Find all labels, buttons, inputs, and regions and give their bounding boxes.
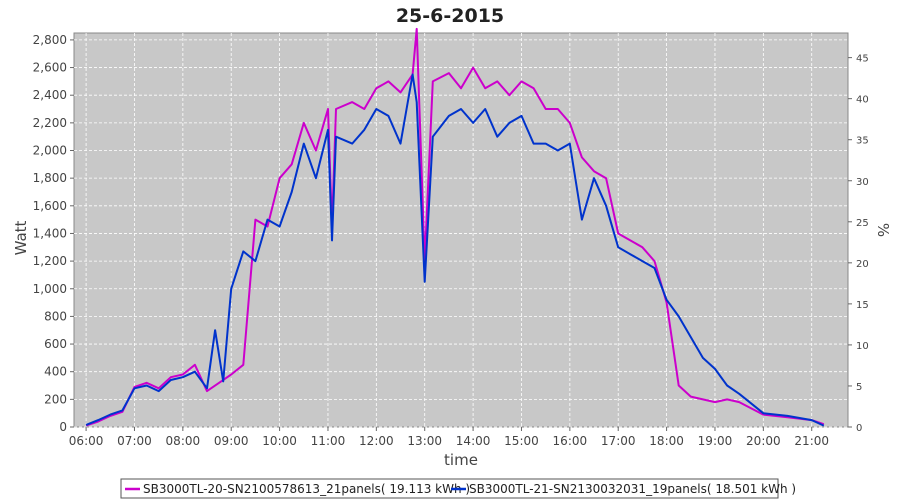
y-tick-label: 200 [44,392,67,406]
x-tick-label: 18:00 [649,434,684,448]
y-tick-label: 400 [44,365,67,379]
y-tick-label: 2,600 [33,61,67,75]
x-tick-label: 10:00 [262,434,297,448]
y-tick-label: 1,800 [33,171,67,185]
y-right-tick-label: 40 [856,95,869,106]
x-tick-label: 16:00 [553,434,588,448]
y-tick-label: 1,400 [33,226,67,240]
x-tick-label: 06:00 [69,434,104,448]
y-right-tick-label: 20 [856,259,869,270]
x-tick-label: 12:00 [359,434,394,448]
series-lines [85,27,825,427]
x-tick-label: 08:00 [166,434,201,448]
y-tick-label: 800 [44,309,67,323]
chart-title: 25-6-2015 [396,5,504,27]
x-tick-label: 07:00 [117,434,152,448]
x-tick-label: 20:00 [746,434,781,448]
x-axis-title: time [444,451,478,469]
legend-label-series-2: SB3000TL-21-SN2130032031_19panels( 18.50… [469,482,796,496]
x-tick-label: 19:00 [698,434,733,448]
x-tick-label: 15:00 [504,434,539,448]
y-tick-label: 2,800 [33,33,67,47]
y-tick-label: 2,000 [33,144,67,158]
y-right-tick-label: 45 [856,54,869,65]
y-tick-label: 1,600 [33,199,67,213]
grid [74,33,848,428]
y-axis-right: 0 5 10 15 20 25 30 35 40 45 [848,54,869,434]
y-tick-label: 2,200 [33,116,67,130]
y-right-tick-label: 5 [856,382,862,393]
y-tick-label: 1,000 [33,282,67,296]
y-tick-label: 1,200 [33,254,67,268]
legend-label-series-1: SB3000TL-20-SN2100578613_21panels( 19.11… [143,482,470,496]
x-axis: 06:00 07:00 08:00 09:00 10:00 11:00 12:00 13:00… [69,427,829,448]
x-tick-label: 11:00 [311,434,346,448]
y-right-tick-label: 30 [856,177,869,188]
plot-area [73,32,849,428]
y-right-tick-label: 15 [856,300,869,311]
y-tick-label: 2,400 [33,88,67,102]
y-axis-title: Watt [12,220,30,255]
x-tick-label: 17:00 [601,434,636,448]
y-right-tick-label: 0 [856,423,862,434]
x-tick-label: 13:00 [407,434,442,448]
x-tick-label: 14:00 [456,434,491,448]
x-tick-label: 21:00 [794,434,829,448]
y-axis-right-title: % [874,223,892,237]
x-tick-label: 09:00 [214,434,249,448]
y-tick-label: 600 [44,337,67,351]
series-line-2 [85,73,825,427]
y-tick-label: 0 [59,420,67,434]
y-right-tick-label: 25 [856,218,869,229]
y-right-tick-label: 10 [856,341,869,352]
legend: SB3000TL-20-SN2100578613_21panels( 19.11… [120,478,796,499]
y-right-tick-label: 35 [856,136,869,147]
y-axis-left: 0 200 400 600 800 1,000 1,200 1,400 1,600 1,800 2,… [33,33,74,434]
legend-box [120,478,779,499]
